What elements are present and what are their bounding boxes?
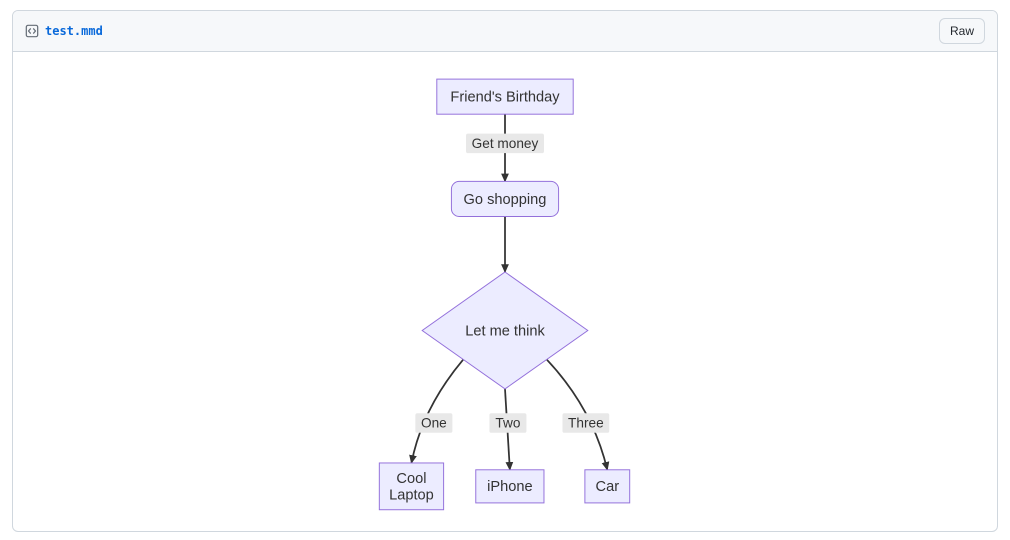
file-name-wrap: test.mmd — [25, 24, 103, 38]
edge-C-D — [411, 360, 463, 463]
node-label: Friend's Birthday — [450, 89, 560, 105]
file-name[interactable]: test.mmd — [45, 24, 103, 38]
diagram-viewport: Friend's Birthday Go shopping Let me think… — [13, 52, 997, 531]
node-label: Car — [596, 479, 620, 495]
node-D: CoolLaptop — [379, 463, 443, 510]
edge-label: Three — [568, 416, 604, 431]
node-label: Laptop — [389, 487, 434, 503]
node-E: iPhone — [476, 470, 544, 503]
node-B: Go shopping — [451, 181, 558, 216]
file-header: test.mmd Raw — [13, 11, 997, 52]
raw-button[interactable]: Raw — [939, 18, 985, 44]
edge-label: One — [421, 416, 447, 431]
code-file-icon — [25, 24, 39, 38]
node-C: Let me think — [422, 272, 588, 389]
node-F: Car — [585, 470, 630, 503]
node-label: Let me think — [465, 323, 545, 339]
flowchart-diagram: Friend's Birthday Go shopping Let me think… — [13, 52, 997, 531]
node-label: Cool — [396, 471, 426, 487]
edge-label: Get money — [472, 136, 539, 151]
edge-label: Two — [495, 416, 520, 431]
node-A: Friend's Birthday — [437, 79, 573, 114]
file-card: test.mmd Raw Friend's Birthday Go shoppin… — [12, 10, 998, 532]
node-label: Go shopping — [464, 192, 547, 208]
node-label: iPhone — [487, 479, 532, 495]
